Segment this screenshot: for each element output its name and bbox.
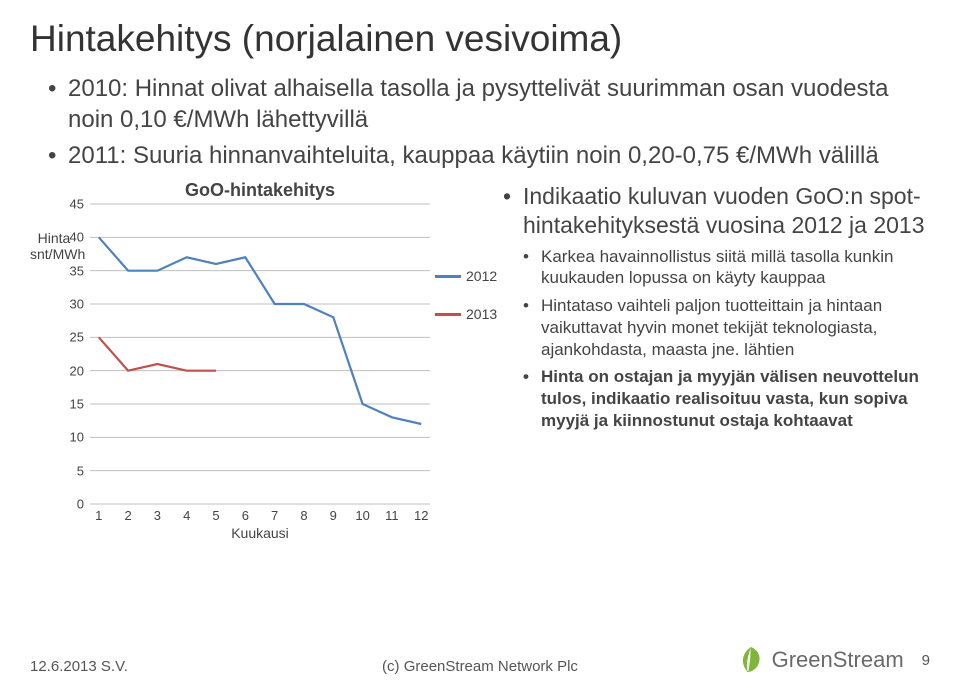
x-tick-label: 12	[414, 508, 428, 523]
y-tick-label: 10	[70, 430, 84, 445]
x-tick-label: 10	[355, 508, 369, 523]
y-axis-title-line: snt/MWh	[30, 246, 85, 262]
chart-legend: 2012 2013	[435, 268, 497, 344]
y-tick-label: 0	[77, 497, 84, 512]
chart-plot-area: 051015202530354045123456789101112	[90, 204, 430, 504]
y-tick-label: 5	[77, 463, 84, 478]
right-column: Indikaatio kuluvan vuoden GoO:n spot-hin…	[503, 180, 930, 550]
x-tick-label: 8	[300, 508, 307, 523]
chart-title: GoO-hintakehitys	[90, 180, 430, 201]
x-tick-label: 5	[212, 508, 219, 523]
footer: 12.6.2013 S.V. (c) GreenStream Network P…	[30, 645, 930, 675]
x-tick-label: 9	[330, 508, 337, 523]
y-tick-label: 45	[70, 197, 84, 212]
x-axis-title: Kuukausi	[90, 525, 430, 541]
legend-label: 2012	[466, 268, 497, 284]
right-bullet-text: Indikaatio kuluvan vuoden GoO:n spot-hin…	[523, 183, 925, 238]
legend-swatch	[435, 313, 461, 316]
y-axis-title-line: Hinta	[38, 230, 71, 246]
series-line	[99, 237, 421, 424]
series-line	[99, 337, 216, 370]
y-tick-label: 30	[70, 297, 84, 312]
y-tick-label: 20	[70, 363, 84, 378]
x-tick-label: 11	[385, 508, 399, 523]
legend-swatch	[435, 275, 461, 278]
right-bullet-list: Indikaatio kuluvan vuoden GoO:n spot-hin…	[503, 182, 930, 432]
x-tick-label: 4	[183, 508, 190, 523]
top-bullet-list: 2010: Hinnat olivat alhaisella tasolla j…	[48, 74, 930, 172]
x-tick-label: 6	[242, 508, 249, 523]
sub-bullet-bold: Hinta on ostajan ja myyjän välisen neuvo…	[523, 366, 930, 431]
chart: GoO-hintakehitys Hinta snt/MWh 051015202…	[30, 180, 485, 550]
legend-item: 2013	[435, 306, 497, 322]
slide: Hintakehitys (norjalainen vesivoima) 201…	[0, 0, 960, 687]
top-bullet: 2010: Hinnat olivat alhaisella tasolla j…	[48, 74, 930, 135]
y-tick-label: 40	[70, 230, 84, 245]
footer-copyright: (c) GreenStream Network Plc	[30, 658, 930, 675]
chart-svg	[90, 204, 430, 504]
x-tick-label: 7	[271, 508, 278, 523]
y-tick-label: 25	[70, 330, 84, 345]
top-bullet: 2011: Suuria hinnanvaihteluita, kauppaa …	[48, 141, 930, 172]
x-tick-label: 1	[95, 508, 102, 523]
sub-bullet-list: Karkea havainnollistus siitä millä tasol…	[523, 246, 930, 432]
two-column-layout: GoO-hintakehitys Hinta snt/MWh 051015202…	[30, 180, 930, 550]
sub-bullet: Karkea havainnollistus siitä millä tasol…	[523, 246, 930, 290]
x-tick-label: 3	[154, 508, 161, 523]
page-title: Hintakehitys (norjalainen vesivoima)	[30, 18, 930, 60]
y-tick-label: 35	[70, 263, 84, 278]
sub-bullet: Hintataso vaihteli paljon tuotteittain j…	[523, 295, 930, 360]
chart-column: GoO-hintakehitys Hinta snt/MWh 051015202…	[30, 180, 485, 550]
legend-label: 2013	[466, 306, 497, 322]
y-tick-label: 15	[70, 397, 84, 412]
right-bullet: Indikaatio kuluvan vuoden GoO:n spot-hin…	[503, 182, 930, 432]
legend-item: 2012	[435, 268, 497, 284]
x-tick-label: 2	[124, 508, 131, 523]
